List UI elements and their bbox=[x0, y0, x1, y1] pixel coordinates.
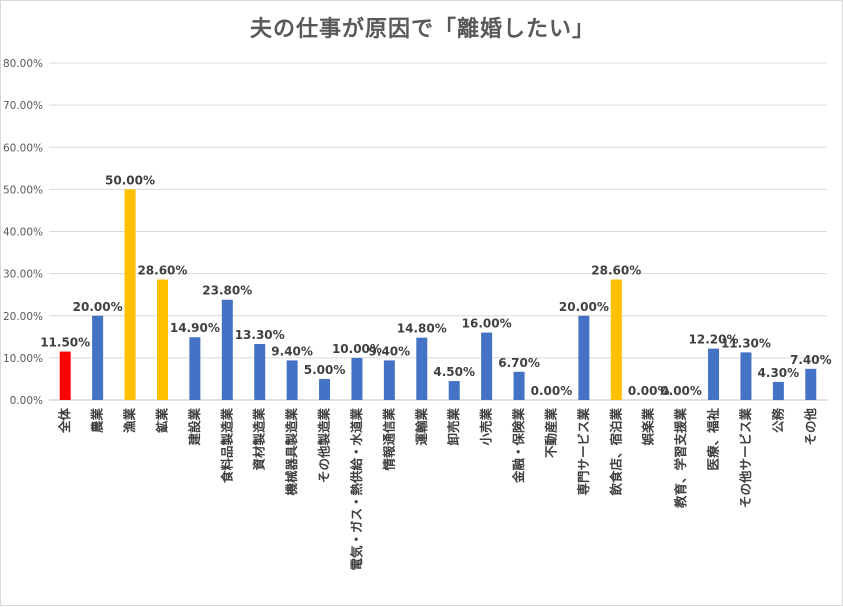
x-category-label: 娯楽業 bbox=[641, 408, 656, 446]
data-label: 16.00% bbox=[462, 317, 512, 331]
data-label: 50.00% bbox=[105, 173, 155, 187]
data-label: 28.60% bbox=[137, 264, 187, 278]
x-category-label: 建設業 bbox=[187, 408, 202, 446]
x-category-label: 鉱業 bbox=[154, 408, 169, 434]
chart-title: 夫の仕事が原因で「離婚したい」 bbox=[249, 17, 595, 42]
data-label: 7.40% bbox=[790, 353, 832, 367]
bar bbox=[156, 279, 168, 400]
bar bbox=[124, 189, 136, 400]
x-category-label: 機械器具製造業 bbox=[284, 408, 299, 496]
y-tick-label: 70.00% bbox=[3, 100, 43, 112]
data-label: 11.30% bbox=[721, 336, 771, 350]
bar bbox=[221, 299, 233, 400]
data-label: 0.00% bbox=[660, 384, 702, 398]
bar bbox=[448, 381, 460, 400]
x-category-label: 公務 bbox=[770, 408, 785, 434]
bar bbox=[383, 360, 395, 400]
bar bbox=[416, 337, 428, 400]
x-category-label: 医療、福祉 bbox=[706, 408, 721, 471]
data-label: 20.00% bbox=[559, 300, 609, 314]
data-label: 0.00% bbox=[531, 384, 573, 398]
bar bbox=[578, 315, 590, 400]
y-tick-label: 10.00% bbox=[3, 353, 43, 365]
data-label: 6.70% bbox=[498, 356, 540, 370]
x-category-label: 金融・保険業 bbox=[511, 408, 526, 485]
data-label: 28.60% bbox=[591, 264, 641, 278]
data-label: 14.90% bbox=[170, 321, 220, 335]
bar bbox=[254, 343, 266, 400]
bar bbox=[351, 357, 363, 400]
x-category-label: 教育、学習支援業 bbox=[673, 408, 688, 510]
x-category-label: その他サービス業 bbox=[738, 408, 753, 509]
bar bbox=[92, 315, 104, 400]
data-label: 13.30% bbox=[235, 328, 285, 342]
bar bbox=[513, 371, 525, 400]
x-category-label: 食料品製造業 bbox=[219, 408, 234, 485]
bar bbox=[708, 348, 720, 400]
y-tick-label: 50.00% bbox=[3, 184, 43, 196]
data-label: 10.00% bbox=[332, 342, 382, 356]
bar bbox=[319, 378, 331, 400]
x-category-label: 専門サービス業 bbox=[576, 408, 591, 496]
data-label: 9.40% bbox=[271, 344, 313, 358]
bar bbox=[740, 352, 752, 400]
y-tick-label: 0.00% bbox=[10, 395, 43, 407]
x-category-label: 資材製造業 bbox=[252, 408, 267, 471]
y-tick-label: 60.00% bbox=[3, 142, 43, 154]
bar bbox=[59, 351, 71, 400]
x-category-label: 情報通信業 bbox=[381, 408, 396, 471]
data-label: 23.80% bbox=[202, 284, 252, 298]
bar bbox=[189, 337, 201, 400]
x-category-label: その他製造業 bbox=[317, 408, 332, 484]
bar bbox=[610, 279, 622, 400]
bar bbox=[286, 360, 298, 400]
x-category-label: 小売業 bbox=[479, 408, 494, 447]
x-category-label: 不動産業 bbox=[543, 408, 558, 459]
x-category-label: 漁業 bbox=[122, 408, 137, 434]
data-label: 9.40% bbox=[369, 344, 411, 358]
data-label: 14.80% bbox=[397, 322, 447, 336]
y-tick-label: 80.00% bbox=[3, 58, 43, 70]
bar bbox=[481, 332, 493, 400]
x-category-label: 全体 bbox=[57, 408, 72, 435]
data-label: 12.20% bbox=[689, 333, 739, 347]
x-category-label: その他 bbox=[803, 408, 818, 446]
data-label: 11.50% bbox=[40, 336, 90, 350]
data-label: 20.00% bbox=[73, 300, 123, 314]
x-category-label: 飲食店、宿泊業 bbox=[608, 408, 623, 497]
data-label: 0.00% bbox=[628, 384, 670, 398]
x-category-label: 農業 bbox=[90, 408, 105, 434]
bar bbox=[805, 368, 817, 400]
bar bbox=[772, 381, 784, 400]
data-label: 5.00% bbox=[304, 363, 346, 377]
data-label: 4.50% bbox=[433, 365, 475, 379]
x-category-label: 電気・ガス・熱供給・水道業 bbox=[349, 408, 364, 571]
x-category-label: 運輸業 bbox=[414, 408, 429, 446]
y-tick-label: 30.00% bbox=[3, 269, 43, 281]
data-label: 4.30% bbox=[758, 366, 800, 380]
y-tick-label: 20.00% bbox=[3, 311, 43, 323]
y-tick-label: 40.00% bbox=[3, 227, 43, 239]
x-category-label: 卸売業 bbox=[446, 408, 461, 446]
